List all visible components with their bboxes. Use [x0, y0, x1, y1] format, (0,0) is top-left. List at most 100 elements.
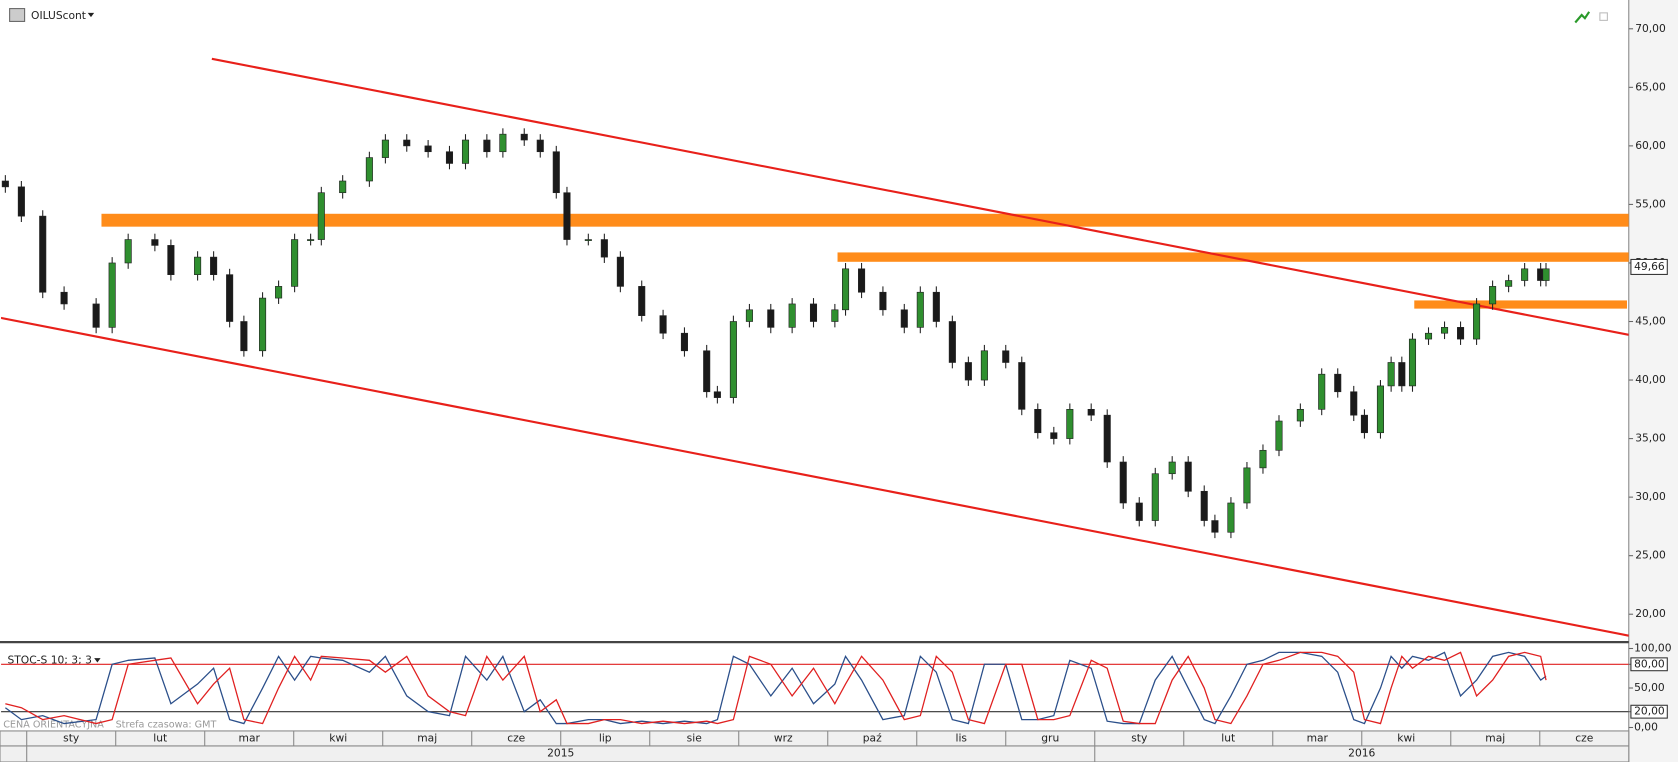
symbol-icon[interactable] [9, 8, 26, 22]
candle-body [194, 256, 202, 275]
candle-body [831, 309, 839, 322]
candle-body [1168, 461, 1176, 475]
last-price-box [1630, 258, 1668, 275]
y-tick-label: 20,00 [1635, 607, 1666, 620]
candle-body [520, 133, 528, 141]
candle-body [39, 215, 47, 293]
candle-body [1441, 327, 1449, 334]
candle-body [240, 321, 248, 352]
y-tick-label: 55,00 [1635, 197, 1666, 210]
candle-body [1243, 467, 1251, 504]
candle-body [483, 139, 491, 153]
candle-body [1034, 408, 1042, 434]
resistance-zone [1414, 300, 1627, 309]
month-label: mar [1307, 731, 1329, 744]
y-tick-label: 65,00 [1635, 80, 1666, 93]
candle-body [17, 186, 25, 217]
y-tick-label: 25,00 [1635, 549, 1666, 562]
footer-note: CENA ORIENTACYJNA [3, 720, 104, 731]
month-label: maj [1485, 731, 1505, 744]
candle-body [1066, 408, 1074, 439]
candle-body [842, 268, 850, 311]
y-tick-label: 20,00 [1634, 705, 1665, 718]
trend-icon[interactable] [1574, 11, 1591, 24]
candle-body [858, 268, 866, 293]
candle-body [92, 303, 100, 328]
candle-body [948, 321, 956, 363]
stoch-plot [1, 651, 1629, 725]
month-label: maj [417, 731, 437, 744]
candle-body [1, 180, 9, 188]
candle-body [1018, 362, 1026, 410]
candle-body [317, 192, 325, 240]
candle-body [151, 239, 159, 246]
month-label: lut [153, 731, 167, 744]
candle-body [1200, 490, 1208, 521]
candle-body [584, 239, 592, 241]
stoch-line [4, 651, 1547, 725]
symbol-name[interactable]: OILUScont [31, 9, 86, 22]
candle-body [767, 309, 775, 328]
month-label: wrz [774, 731, 793, 744]
candle-body [964, 362, 972, 381]
dropdown-arrow[interactable] [87, 12, 95, 18]
candle-body [600, 239, 608, 258]
candle-body [1473, 303, 1481, 340]
candle-body [552, 151, 560, 194]
candle-body [1119, 461, 1127, 504]
candle-body [1259, 449, 1267, 469]
candle-body [1424, 332, 1433, 340]
y-tick-label: 40,00 [1635, 373, 1666, 386]
indicator-title: STOC-S 10; 3; 3 [7, 653, 91, 666]
candle-body [980, 350, 988, 381]
candle-body [461, 139, 470, 164]
candle-body [900, 309, 908, 328]
month-label: kwi [1397, 731, 1415, 744]
candle-body [275, 286, 283, 299]
candle-body [210, 256, 218, 275]
month-label: lut [1221, 731, 1235, 744]
candle-body [1227, 502, 1235, 533]
candle-body [1135, 502, 1143, 521]
stoch-line [5, 651, 1547, 725]
last-price-label: 49,66 [1634, 260, 1665, 273]
y-tick-label: 35,00 [1635, 432, 1666, 445]
month-label: lip [599, 731, 612, 744]
month-label: kwi [329, 731, 347, 744]
footer-note: Strefa czasowa: GMT [116, 720, 217, 731]
candle-body [291, 239, 299, 287]
candle-body [616, 256, 624, 287]
y-tick-label: 30,00 [1635, 490, 1666, 503]
y-tick-label: 45,00 [1635, 315, 1666, 328]
month-label: cze [1575, 731, 1593, 744]
month-label: paź [863, 731, 882, 744]
candle-body [403, 139, 411, 147]
trend-line [1, 316, 1629, 637]
candle-body [1050, 432, 1058, 439]
month-label: mar [239, 731, 261, 744]
candle-body [729, 321, 737, 398]
candle-body [381, 139, 389, 158]
candle-body [916, 291, 924, 328]
candle-body [1087, 408, 1095, 416]
dropdown-arrow[interactable] [94, 658, 101, 663]
candle-body [1318, 373, 1326, 410]
candle-body [563, 192, 571, 240]
candle-body [60, 291, 68, 305]
resistance-zone [101, 213, 1629, 227]
window-icon[interactable] [1599, 12, 1608, 21]
candle-body [788, 303, 796, 328]
candle-body [659, 315, 667, 334]
candle-body [536, 139, 544, 153]
candle-body [365, 157, 373, 182]
month-label: sty [63, 731, 79, 744]
candle-body [1457, 327, 1465, 340]
candle-body [1275, 420, 1283, 451]
candle-body [226, 274, 234, 322]
month-label: cze [507, 731, 525, 744]
year-label: 2015 [547, 746, 574, 759]
candle-body [809, 303, 818, 322]
candle-body [1103, 414, 1111, 463]
